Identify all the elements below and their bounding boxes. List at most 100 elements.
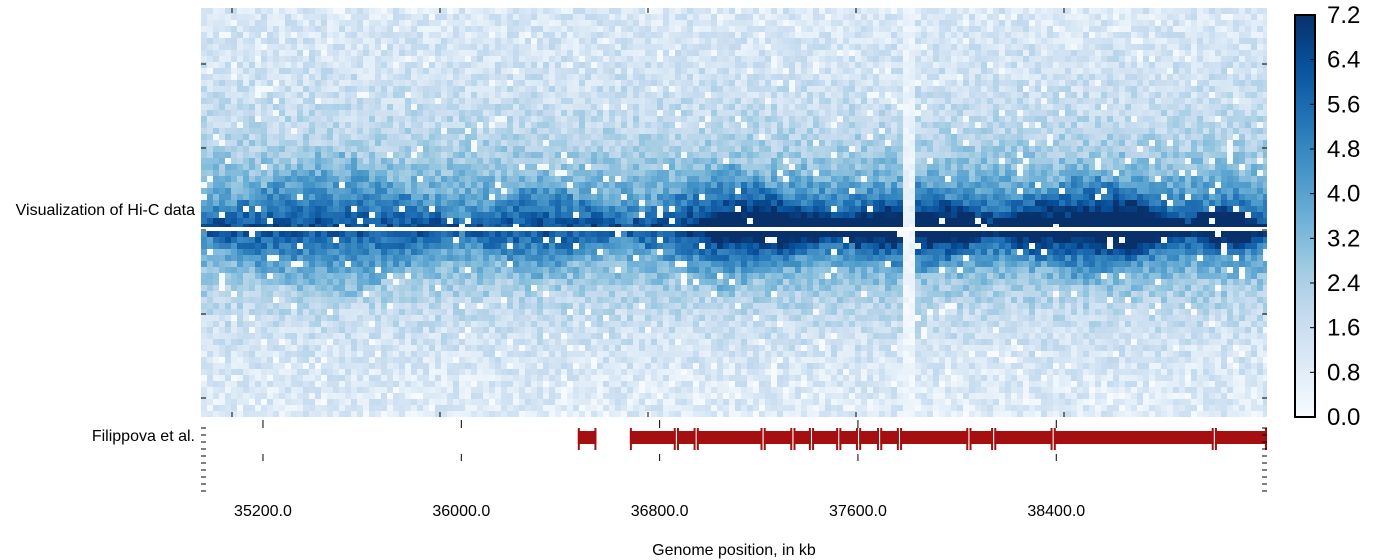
heatmap-cell [291,261,297,267]
heatmap-cell [435,122,441,128]
heatmap-cell [297,182,303,188]
heatmap-cell [507,243,513,249]
heatmap-cell [585,411,591,417]
heatmap-cell [321,200,327,206]
heatmap-cell [459,381,465,387]
heatmap-cell [615,146,621,152]
heatmap-cell [387,279,393,285]
heatmap-cell [459,140,465,146]
heatmap-cell [309,158,315,164]
heatmap-cell [585,200,591,206]
heatmap-cell [441,56,447,62]
heatmap-cell [363,122,369,128]
heatmap-cell [585,224,591,227]
heatmap-cell [225,224,231,227]
heatmap-cell [321,20,327,26]
heatmap-cell [411,393,417,399]
heatmap-cell [471,98,477,104]
heatmap-cell [423,321,429,327]
heatmap-cell [243,188,249,194]
heatmap-cell [291,273,297,279]
heatmap-cell [513,237,519,243]
heatmap-cell [321,255,327,261]
heatmap-cell [285,134,291,140]
heatmap-cell [297,345,303,351]
heatmap-cell [261,279,267,285]
heatmap-cell [519,44,525,50]
heatmap-cell [399,224,405,227]
heatmap-cell [327,104,333,110]
heatmap-cell [363,44,369,50]
heatmap-cell [489,116,495,122]
heatmap-cell [213,333,219,339]
heatmap-cell [231,20,237,26]
heatmap-cell [417,92,423,98]
heatmap-cell [297,20,303,26]
heatmap-cell [543,291,549,297]
heatmap-cell [237,387,243,393]
heatmap-cell [627,411,633,417]
heatmap-cell [573,122,579,128]
heatmap-cell [429,399,435,405]
heatmap-cell [201,32,207,38]
heatmap-cell [525,110,531,116]
heatmap-cell [339,110,345,116]
heatmap-cell [411,26,417,32]
heatmap-cell [537,158,543,164]
heatmap-cell [567,237,573,243]
heatmap-cell [633,212,639,218]
heatmap-cell [369,152,375,158]
heatmap-cell [357,176,363,182]
heatmap-cell [351,74,357,80]
heatmap-cell [507,339,513,345]
heatmap-cell [285,237,291,243]
heatmap-cell [585,32,591,38]
heatmap-cell [231,285,237,291]
heatmap-cell [321,267,327,273]
heatmap-cell [351,273,357,279]
heatmap-cell [327,38,333,44]
heatmap-cell [387,243,393,249]
heatmap-cell [495,152,501,158]
heatmap-cell [435,74,441,80]
heatmap-cell [213,231,219,237]
heatmap-cell [525,206,531,212]
heatmap-cell [261,86,267,92]
heatmap-cell [351,128,357,134]
heatmap-cell [537,224,543,227]
heatmap-cell [219,26,225,32]
heatmap-cell [543,243,549,249]
heatmap-cell [465,98,471,104]
heatmap-cell [585,309,591,315]
heatmap-cell [297,267,303,273]
heatmap-cell [633,345,639,351]
heatmap-cell [597,206,603,212]
heatmap-cell [339,303,345,309]
heatmap-cell [201,56,207,62]
heatmap-cell [519,339,525,345]
heatmap-cell [627,303,633,309]
heatmap-cell [387,267,393,273]
heatmap-cell [321,44,327,50]
heatmap-cell [291,140,297,146]
heatmap-cell [567,26,573,32]
heatmap-cell [399,68,405,74]
heatmap-cell [459,393,465,399]
heatmap-cell [435,303,441,309]
heatmap-cell [447,176,453,182]
heatmap-cell [495,387,501,393]
heatmap-cell [339,315,345,321]
heatmap-cell [273,56,279,62]
heatmap-cell [555,212,561,218]
heatmap-cell [573,14,579,20]
heatmap-cell [489,134,495,140]
heatmap-cell [591,92,597,98]
heatmap-cell [567,116,573,122]
heatmap-cell [417,62,423,68]
heatmap-cell [309,381,315,387]
heatmap-cell [627,80,633,86]
heatmap-cell [639,182,645,188]
heatmap-cell [369,285,375,291]
heatmap-cell [585,122,591,128]
heatmap-cell [249,309,255,315]
